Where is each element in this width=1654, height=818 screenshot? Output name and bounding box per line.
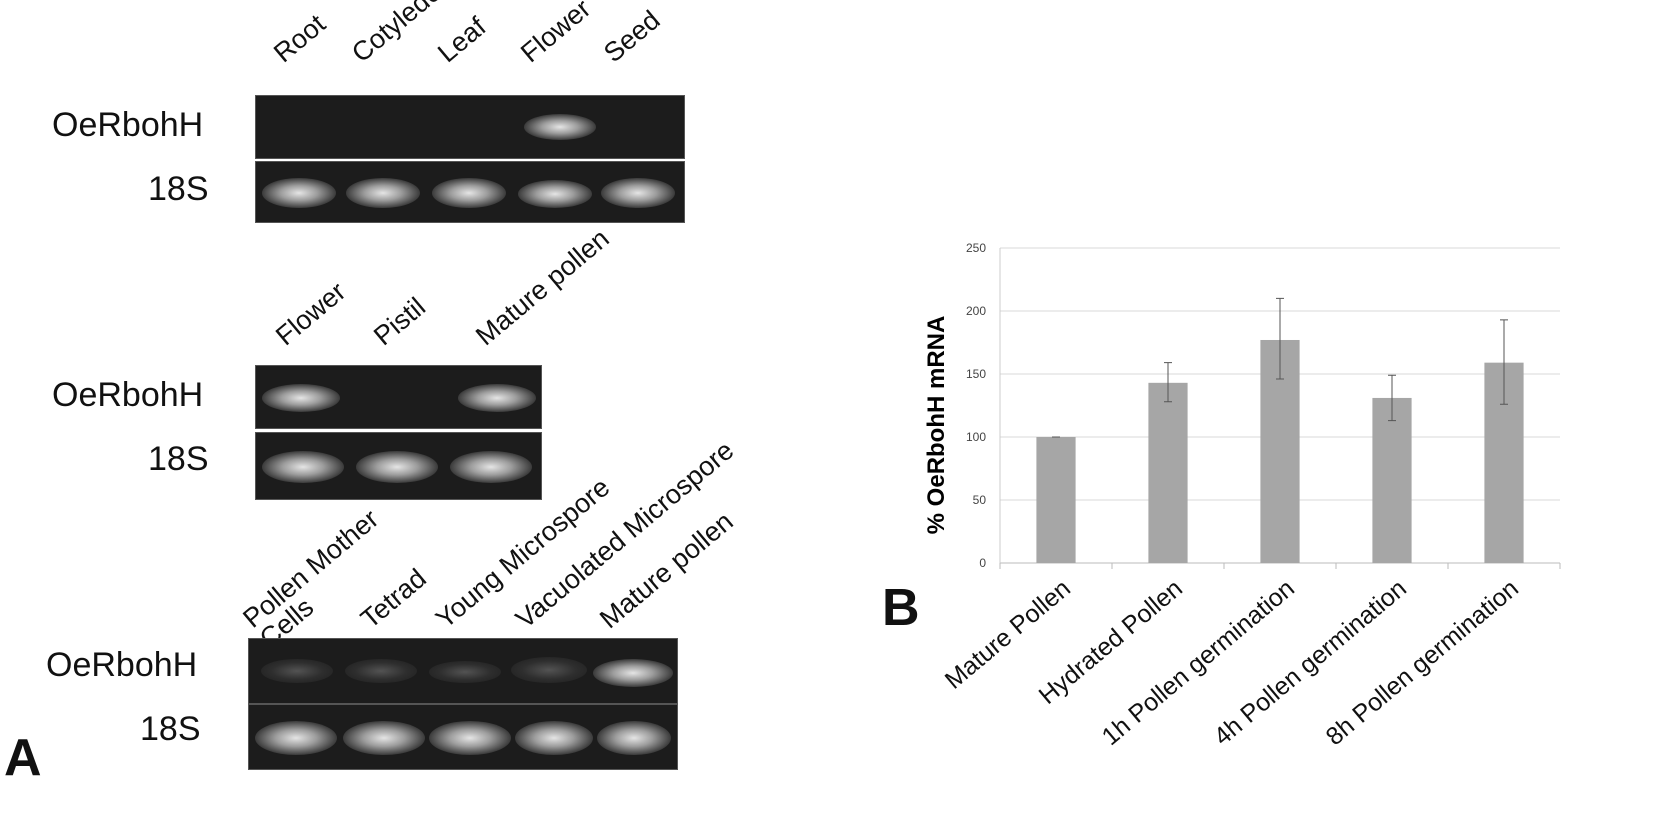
gel2-gene-row	[255, 365, 542, 429]
x-tick-label: 1h Pollen germination	[1097, 574, 1300, 751]
gel-band	[597, 721, 671, 755]
x-tick-label: 8h Pollen germination	[1321, 574, 1524, 751]
gel-band	[511, 657, 587, 683]
bar	[1372, 397, 1412, 563]
gel3-lane-label: Tetrad	[355, 563, 432, 635]
gel1-lane-label: Leaf	[432, 11, 492, 69]
gel1-lane-label: Root	[268, 8, 332, 69]
x-tick-label: 4h Pollen germination	[1209, 574, 1412, 751]
gel-band	[255, 721, 337, 755]
y-tick-label: 100	[966, 430, 986, 444]
y-tick-label: 250	[966, 241, 986, 255]
gel-band	[429, 661, 501, 683]
gel-band	[593, 659, 673, 687]
gel-band	[515, 721, 593, 755]
gel-band	[261, 659, 333, 683]
gel1-control-label: 18S	[148, 170, 209, 208]
gel2-control-label: 18S	[148, 440, 209, 478]
gel1-control-row	[255, 161, 685, 223]
gel1-gene-label: OeRbohH	[52, 106, 204, 144]
gel2-lane-label: Mature pollen	[470, 223, 615, 352]
gel-band	[345, 659, 417, 683]
gel1-lane-label: Cotyledon	[346, 0, 459, 69]
gel1-gene-row	[255, 95, 685, 159]
error-bar	[1164, 362, 1172, 403]
gel2-control-row	[255, 432, 542, 500]
error-bar	[1500, 319, 1508, 405]
gel3-control-label: 18S	[140, 710, 201, 748]
y-axis-label: % OeRbohH mRNA	[923, 316, 950, 535]
gel2-gene-label: OeRbohH	[52, 376, 204, 414]
gel3-gene-row	[248, 638, 678, 704]
error-bar	[1388, 374, 1396, 422]
gel-band	[601, 178, 675, 208]
gel3-gene-label: OeRbohH	[46, 646, 198, 684]
gel-band	[429, 721, 511, 755]
gel-band	[262, 451, 344, 483]
gel3-control-row	[248, 704, 678, 770]
y-tick-label: 150	[966, 367, 986, 381]
bar	[1148, 382, 1188, 563]
gel-band	[262, 384, 340, 412]
bar	[1036, 437, 1076, 563]
panel-b-letter: B	[882, 579, 920, 637]
gel-band	[343, 721, 425, 755]
gel2-lane-label: Pistil	[368, 291, 432, 352]
gel-band	[458, 384, 536, 412]
gel-band	[262, 178, 336, 208]
gel-band	[518, 180, 592, 208]
error-bar	[1276, 297, 1284, 380]
gel-band	[450, 451, 532, 483]
panel-a-letter: A	[4, 729, 42, 787]
gel-band	[524, 114, 596, 140]
gel1-lane-label: Seed	[598, 4, 666, 69]
gel-band	[346, 178, 420, 208]
y-tick-label: 50	[973, 493, 987, 507]
gel1-lane-label: Flower	[515, 0, 597, 69]
gel-band	[432, 178, 506, 208]
gel-band	[356, 451, 438, 483]
y-tick-label: 0	[979, 556, 986, 570]
gel2-lane-label: Flower	[270, 276, 352, 352]
y-tick-label: 200	[966, 304, 986, 318]
